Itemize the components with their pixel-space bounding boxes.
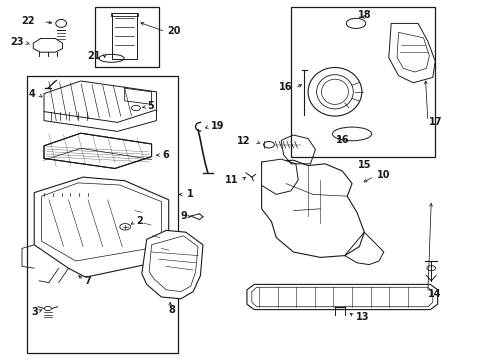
Bar	[27, 76, 178, 353]
Polygon shape	[44, 133, 151, 168]
Text: 14: 14	[427, 289, 441, 299]
Bar	[111, 13, 138, 16]
Polygon shape	[388, 23, 434, 83]
Text: 9: 9	[180, 211, 186, 221]
Text: 23: 23	[10, 37, 23, 48]
Text: 20: 20	[167, 26, 181, 36]
Text: 5: 5	[147, 101, 154, 111]
Text: 19: 19	[211, 121, 224, 131]
Text: 15: 15	[357, 160, 370, 170]
Text: 6: 6	[162, 150, 169, 160]
Text: 17: 17	[428, 117, 442, 127]
Text: 21: 21	[87, 51, 101, 61]
Text: 4: 4	[29, 89, 36, 99]
Polygon shape	[261, 160, 364, 257]
Text: 13: 13	[355, 312, 369, 322]
Text: 16: 16	[278, 82, 292, 92]
Bar	[95, 7, 159, 67]
Text: 8: 8	[168, 305, 175, 315]
Text: 11: 11	[224, 175, 238, 185]
Polygon shape	[34, 177, 168, 277]
Bar	[290, 7, 434, 157]
Polygon shape	[261, 159, 298, 194]
Polygon shape	[246, 284, 437, 310]
Text: 10: 10	[376, 170, 389, 180]
Text: 1: 1	[186, 189, 193, 199]
Text: 12: 12	[237, 136, 250, 146]
Text: 3: 3	[32, 307, 39, 317]
Polygon shape	[44, 81, 156, 122]
Text: 7: 7	[84, 276, 91, 286]
Text: 2: 2	[136, 216, 142, 226]
Text: 22: 22	[21, 16, 35, 26]
Text: 16: 16	[335, 135, 349, 145]
Text: 18: 18	[357, 10, 370, 20]
Polygon shape	[142, 230, 203, 299]
